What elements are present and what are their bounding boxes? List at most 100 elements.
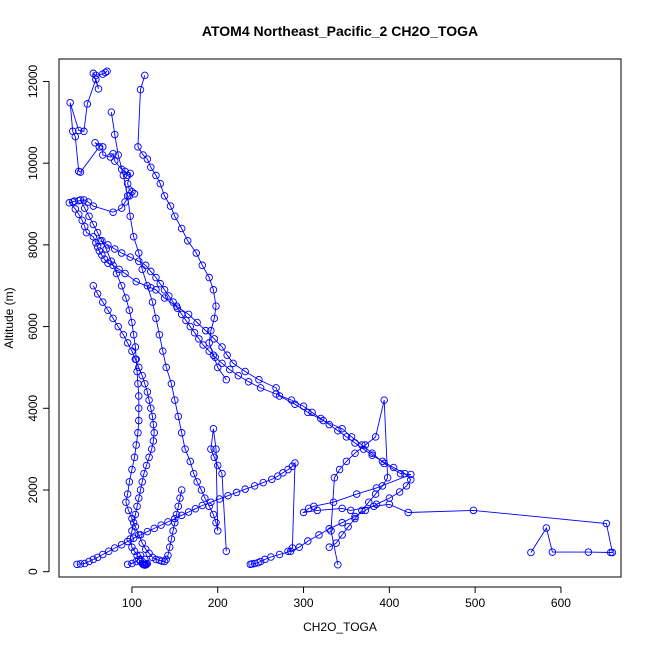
data-point: [335, 465, 344, 474]
data-point: [389, 463, 398, 472]
data-point: [469, 506, 478, 515]
data-point: [147, 404, 155, 413]
data-point: [123, 560, 132, 569]
data-point: [152, 273, 160, 282]
data-point: [143, 527, 152, 536]
data-point: [181, 445, 189, 453]
data-point: [125, 306, 134, 314]
data-point: [138, 539, 146, 547]
data-point: [299, 508, 308, 517]
data-point: [210, 453, 219, 462]
data-point: [152, 314, 160, 323]
data-point: [189, 469, 198, 478]
data-point: [234, 371, 243, 380]
data-point: [211, 353, 219, 361]
data-point: [104, 241, 112, 249]
data-point: [107, 257, 116, 265]
data-point: [338, 518, 346, 527]
data-point: [143, 155, 152, 163]
data-point: [129, 518, 138, 527]
data-point: [111, 245, 119, 253]
data-point: [136, 85, 145, 94]
data-point: [123, 339, 132, 347]
data-point: [157, 521, 165, 529]
data-point: [95, 143, 104, 151]
data-point: [76, 560, 85, 568]
data-point: [74, 210, 83, 218]
data-point: [130, 190, 139, 198]
data-point: [383, 473, 392, 482]
data-point: [130, 547, 139, 556]
data-point: [109, 314, 117, 323]
x-axis: 100 200 300 400 500 600: [122, 586, 571, 610]
data-point: [114, 322, 122, 331]
data-point: [176, 494, 184, 502]
data-point: [143, 281, 152, 290]
data-point: [344, 523, 352, 531]
data-point: [299, 402, 308, 410]
data-point: [165, 292, 173, 300]
data-point: [199, 341, 207, 349]
data-point: [385, 500, 394, 509]
data-point: [147, 267, 155, 276]
data-point: [160, 286, 169, 294]
data-point: [135, 249, 143, 257]
data-point: [193, 318, 201, 327]
data-point: [378, 457, 387, 466]
data-point: [177, 511, 186, 520]
data-point: [135, 404, 143, 413]
data-point: [149, 420, 158, 429]
data-series: [96, 237, 415, 569]
data-point: [128, 465, 136, 474]
data-point: [117, 540, 126, 549]
data-point: [83, 100, 92, 108]
data-point: [159, 347, 167, 355]
series-line: [68, 70, 613, 553]
x-tick-label: 200: [208, 596, 228, 610]
data-point: [147, 163, 155, 172]
x-tick-label: 100: [122, 596, 142, 610]
data-point: [138, 478, 146, 486]
data-point: [160, 192, 169, 200]
data-point: [371, 490, 380, 498]
data-point: [177, 486, 186, 494]
data-point: [177, 310, 186, 319]
data-point: [136, 551, 145, 560]
data-point: [213, 461, 222, 470]
data-point: [109, 261, 117, 270]
data-point: [114, 151, 122, 159]
data-point: [132, 441, 140, 449]
series-line: [137, 75, 227, 380]
data-point: [84, 198, 92, 206]
data-series: [89, 281, 158, 569]
data-point: [287, 396, 296, 404]
data-point: [371, 433, 380, 441]
data-point: [123, 171, 132, 180]
data-point: [164, 518, 172, 526]
data-point: [119, 171, 128, 180]
data-point: [171, 396, 179, 404]
data-point: [218, 469, 226, 478]
series-layer: [65, 67, 617, 569]
data-point: [229, 359, 237, 368]
data-point: [98, 237, 106, 245]
y-tick-label: 6000: [26, 313, 40, 340]
data-point: [308, 408, 316, 417]
data-point: [78, 216, 86, 225]
data-point: [99, 298, 107, 306]
data-point: [92, 75, 100, 84]
data-point: [93, 290, 102, 298]
data-point: [380, 396, 388, 404]
data-point: [132, 277, 140, 286]
data-point: [124, 506, 133, 515]
data-point: [284, 547, 292, 556]
data-point: [351, 439, 359, 447]
y-tick-label: 8000: [26, 231, 40, 258]
data-point: [327, 527, 335, 535]
data-point: [169, 298, 177, 306]
data-point: [95, 247, 104, 255]
data-point: [160, 557, 169, 566]
data-point: [209, 424, 218, 433]
data-point: [272, 384, 280, 392]
data-point: [142, 560, 151, 569]
